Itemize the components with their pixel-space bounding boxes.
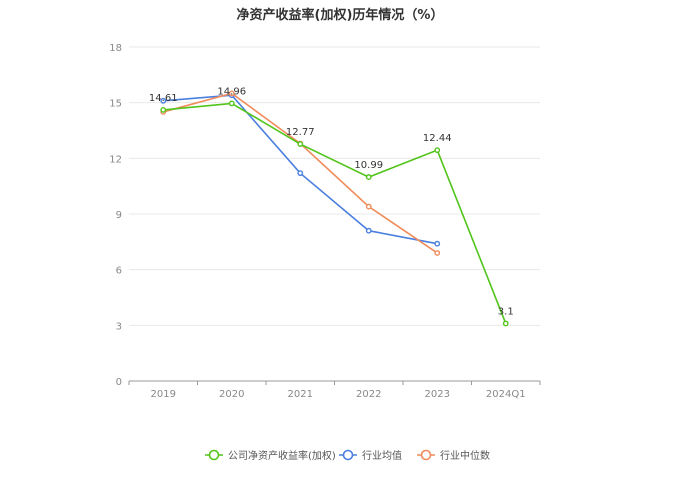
data-point bbox=[228, 100, 235, 107]
series-line bbox=[163, 94, 438, 245]
data-label: 14.61 bbox=[149, 93, 178, 104]
y-tick-label: 15 bbox=[109, 99, 122, 110]
data-point bbox=[434, 147, 441, 154]
data-point bbox=[365, 227, 372, 234]
data-label: 14.96 bbox=[217, 86, 246, 97]
data-label: 12.77 bbox=[286, 127, 315, 138]
x-tick-label: 2019 bbox=[151, 389, 176, 400]
x-tick-label: 2021 bbox=[288, 389, 313, 400]
data-point bbox=[434, 250, 441, 256]
legend-label: 行业中位数 bbox=[440, 449, 490, 462]
legend-label: 公司净资产收益率(加权) bbox=[228, 449, 336, 462]
data-point bbox=[297, 141, 304, 147]
data-point bbox=[228, 90, 235, 97]
data-label: 12.44 bbox=[423, 133, 452, 144]
y-tick-label: 0 bbox=[116, 377, 122, 388]
data-point bbox=[365, 174, 372, 180]
legend-marker bbox=[342, 449, 354, 461]
data-point bbox=[160, 107, 167, 113]
data-label: 3.1 bbox=[498, 306, 514, 317]
chart-title: 净资产收益率(加权)历年情况（%） bbox=[236, 8, 444, 23]
data-point bbox=[297, 170, 304, 177]
data-point bbox=[502, 320, 509, 327]
series-line bbox=[163, 102, 507, 324]
data-point bbox=[160, 97, 167, 104]
y-tick-label: 6 bbox=[116, 266, 122, 277]
data-label: 10.99 bbox=[354, 160, 383, 171]
y-tick-label: 12 bbox=[109, 154, 122, 165]
x-tick-label: 2023 bbox=[425, 389, 450, 400]
data-point bbox=[365, 203, 372, 210]
x-tick-label: 2022 bbox=[356, 389, 381, 400]
legend-marker bbox=[208, 449, 220, 461]
x-tick-label: 2020 bbox=[219, 389, 244, 400]
y-tick-label: 9 bbox=[116, 210, 122, 221]
data-point bbox=[434, 240, 441, 247]
legend-marker bbox=[420, 449, 432, 461]
y-tick-label: 3 bbox=[116, 321, 122, 332]
x-tick-label: 2024Q1 bbox=[486, 389, 526, 400]
y-tick-label: 18 bbox=[109, 43, 122, 54]
legend-label: 行业均值 bbox=[362, 449, 402, 462]
